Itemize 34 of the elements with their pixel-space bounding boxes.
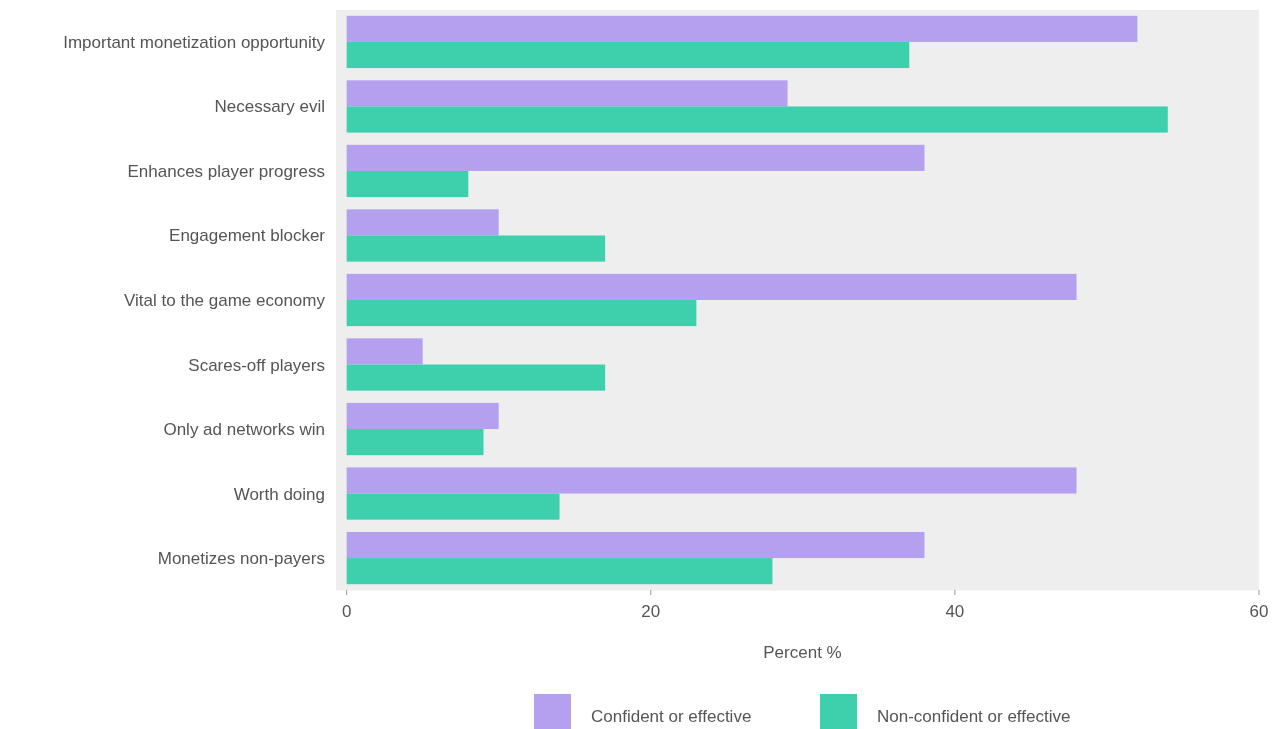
bar [346,300,697,327]
legend-label: Confident or effective [591,707,752,726]
bar [346,15,1138,42]
bar [346,80,788,107]
bar [346,338,423,365]
bar [346,209,499,236]
y-tick-label: Vital to the game economy [124,291,326,310]
bar [346,364,606,391]
x-tick-label: 0 [341,602,352,621]
bar [346,467,1077,494]
bar [346,41,910,69]
x-tick-label: 40 [945,602,965,621]
x-tick-label: 20 [641,602,661,621]
legend-label: Non-confident or effective [877,707,1071,726]
bar [346,106,1168,133]
y-tick-label: Engagement blocker [169,226,326,246]
bar [346,402,499,430]
y-tick-label: Only ad networks win [163,420,325,440]
x-tick-label: 60 [1249,602,1269,621]
bar [346,558,773,585]
y-tick-label: Enhances player progress [127,161,325,181]
bar [346,235,606,262]
bar [346,531,925,559]
y-tick-label: Worth doing [233,484,325,504]
x-axis-title: Percent % [763,643,842,662]
bar [346,170,469,198]
y-tick-label: Scares-off players [188,355,325,375]
y-tick-label: Important monetization opportunity [63,32,326,52]
bar [346,493,560,520]
y-tick-label: Monetizes non-payers [157,549,325,569]
bar [346,144,925,171]
y-tick-label: Necessary evil [214,97,325,117]
bar [346,273,1077,300]
bar [346,429,484,456]
